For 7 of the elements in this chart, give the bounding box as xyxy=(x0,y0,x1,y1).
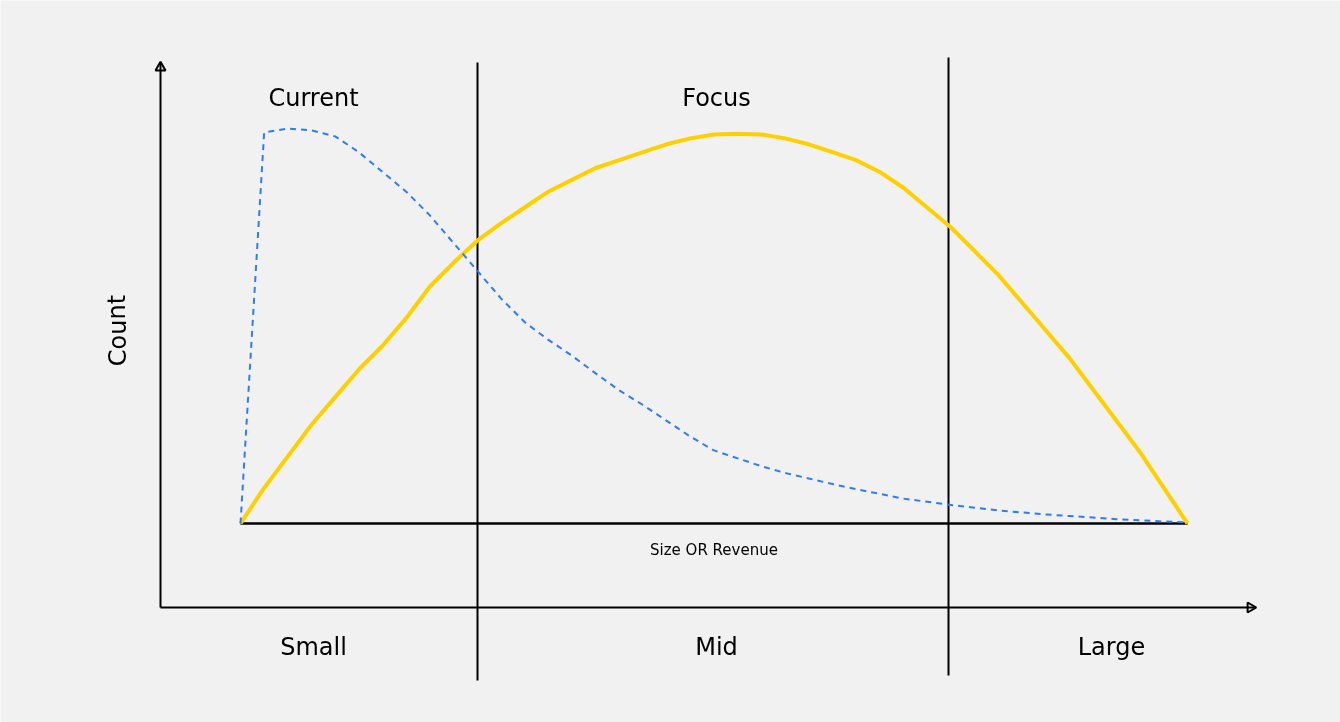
y-axis-title: Count xyxy=(103,294,132,367)
text: Current xyxy=(268,83,359,112)
text: Small xyxy=(280,632,347,661)
text: Focus xyxy=(682,83,751,112)
text: Mid xyxy=(695,632,738,661)
text: Large xyxy=(1077,632,1146,661)
x-axis-title: Size OR Revenue xyxy=(650,540,778,559)
